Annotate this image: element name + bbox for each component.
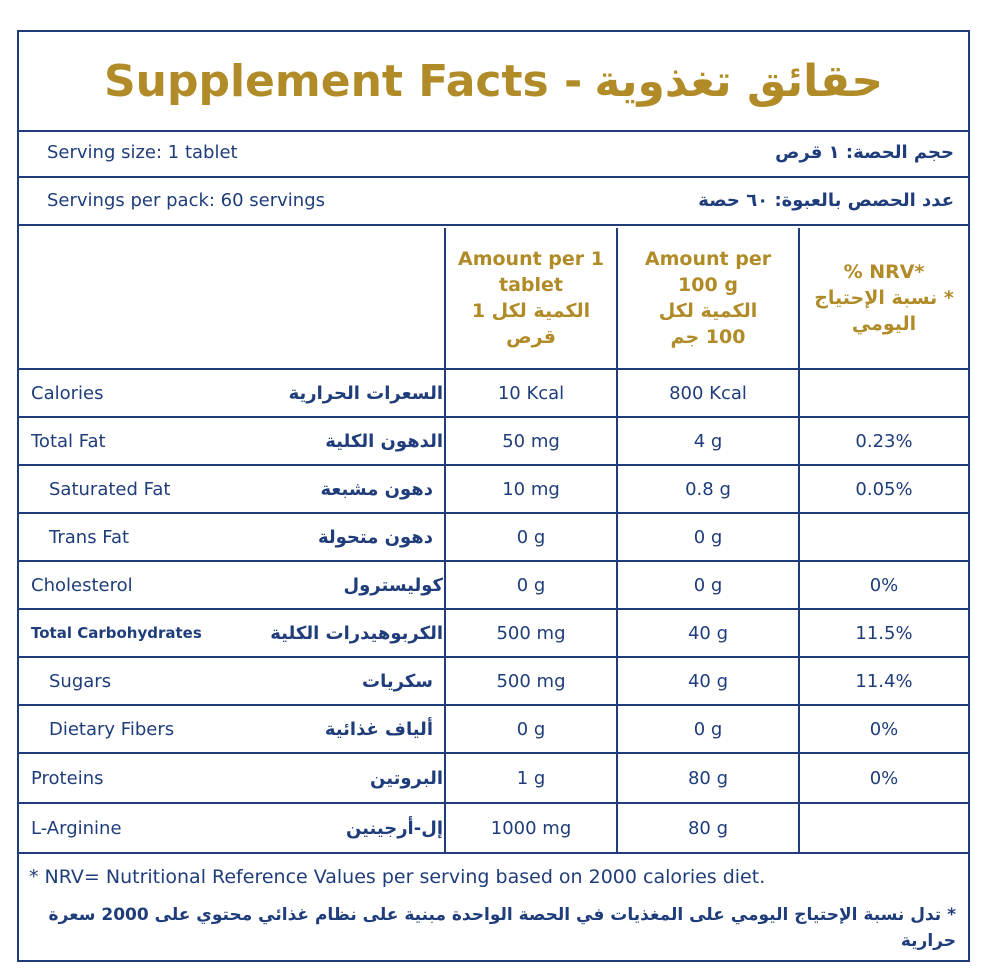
value-per-100g: 0 g <box>693 574 723 596</box>
table-row: Trans Fat دهون متحولة 0 g 0 g <box>19 514 968 562</box>
header-per-100g-english: Amount per 100 g <box>644 248 772 296</box>
value-nrv: 0% <box>869 767 899 789</box>
footnote-arabic: * تدل نسبة الإحتياج اليومي على المغذيات … <box>48 905 956 951</box>
column-divider <box>798 228 800 854</box>
header-nrv: % NRV* * نسبة الإحتياج اليومي <box>800 228 968 368</box>
value-per-100g: 0 g <box>693 526 723 548</box>
footnote-english: * NRV= Nutritional Reference Values per … <box>29 866 766 888</box>
value-per-tablet: 0 g <box>516 574 546 596</box>
nutrient-english: Cholesterol <box>31 574 133 596</box>
nutrient-arabic: إل-أرجينين <box>345 817 443 839</box>
table-row: Proteins البروتين 1 g 80 g 0% <box>19 754 968 804</box>
value-nrv: 0.05% <box>855 478 913 500</box>
value-per-100g: 0.8 g <box>685 478 731 500</box>
value-per-tablet: 10 Kcal <box>497 382 565 404</box>
value-nrv: 0% <box>869 574 899 596</box>
footnote: * NRV= Nutritional Reference Values per … <box>19 854 968 962</box>
nutrient-english: Total Fat <box>31 430 106 452</box>
serving-size-english: Serving size: 1 tablet <box>47 142 238 163</box>
nutrient-english: L-Arginine <box>31 817 122 839</box>
nutrient-arabic: دهون متحولة <box>317 526 433 548</box>
serving-size-row: Serving size: 1 tablet حجم الحصة: ١ قرص <box>19 130 968 178</box>
table-row: L-Arginine إل-أرجينين 1000 mg 80 g <box>19 804 968 854</box>
title: Supplement Facts - حقائق تغذوية <box>19 32 968 132</box>
value-nrv: 11.4% <box>855 670 913 692</box>
value-per-100g: 800 Kcal <box>669 382 747 404</box>
value-per-tablet: 0 g <box>516 526 546 548</box>
supplement-facts-panel: Supplement Facts - حقائق تغذوية Serving … <box>17 30 970 962</box>
value-nrv <box>800 514 968 560</box>
nutrient-arabic: السعرات الحرارية <box>288 382 443 404</box>
value-per-100g: 80 g <box>687 817 729 839</box>
value-nrv: 11.5% <box>855 622 913 644</box>
value-per-tablet: 50 mg <box>502 430 560 452</box>
header-per-tablet-arabic: الكمية لكل 1 قرص <box>471 300 591 348</box>
servings-per-pack-row: Servings per pack: 60 servings عدد الحصص… <box>19 178 968 226</box>
table-row: Sugars سكريات 500 mg 40 g 11.4% <box>19 658 968 706</box>
value-per-100g: 0 g <box>693 718 723 740</box>
nutrient-english: Saturated Fat <box>49 478 171 500</box>
column-divider <box>444 228 446 854</box>
nutrient-arabic: سكريات <box>362 670 433 692</box>
table-row: Cholesterol كوليسترول 0 g 0 g 0% <box>19 562 968 610</box>
header-per-tablet: Amount per 1 tablet الكمية لكل 1 قرص <box>446 228 616 368</box>
nutrient-arabic: الكربوهيدرات الكلية <box>270 622 443 644</box>
value-per-tablet: 1 g <box>516 767 546 789</box>
table-header: Amount per 1 tablet الكمية لكل 1 قرص Amo… <box>19 228 968 370</box>
value-nrv: 0.23% <box>855 430 913 452</box>
value-per-tablet: 500 mg <box>496 670 566 692</box>
nutrient-arabic: الدهون الكلية <box>325 430 443 452</box>
table-row: Dietary Fibers ألياف غذائية 0 g 0 g 0% <box>19 706 968 754</box>
nutrient-english: Trans Fat <box>49 526 130 548</box>
value-per-tablet: 500 mg <box>496 622 566 644</box>
nutrient-english: Total Carbohydrates <box>31 624 202 642</box>
value-nrv: 0% <box>869 718 899 740</box>
nutrient-english: Proteins <box>31 767 104 789</box>
nutrient-english: Calories <box>31 382 104 404</box>
nutrient-arabic: كوليسترول <box>343 574 443 596</box>
value-nrv <box>800 804 968 852</box>
table-row: Calories السعرات الحرارية 10 Kcal 800 Kc… <box>19 370 968 418</box>
header-nrv-english: % NRV* <box>843 261 925 283</box>
header-per-100g-arabic: الكمية لكل 100 جم <box>658 300 758 348</box>
table-row: Saturated Fat دهون مشبعة 10 mg 0.8 g 0.0… <box>19 466 968 514</box>
header-nrv-arabic: * نسبة الإحتياج اليومي <box>814 287 954 335</box>
nutrient-english: Sugars <box>49 670 112 692</box>
value-per-tablet: 1000 mg <box>490 817 572 839</box>
title-english: Supplement Facts - <box>103 55 583 107</box>
value-nrv <box>800 370 968 416</box>
value-per-tablet: 10 mg <box>502 478 560 500</box>
value-per-100g: 4 g <box>693 430 723 452</box>
servings-per-pack-english: Servings per pack: 60 servings <box>47 190 326 211</box>
servings-per-pack-arabic: عدد الحصص بالعبوة: ٦٠ حصة <box>698 190 954 211</box>
nutrient-arabic: البروتين <box>370 767 443 789</box>
serving-size-arabic: حجم الحصة: ١ قرص <box>775 142 954 163</box>
nutrient-english: Dietary Fibers <box>49 718 175 740</box>
header-per-100g: Amount per 100 g الكمية لكل 100 جم <box>618 228 798 368</box>
value-per-100g: 80 g <box>687 767 729 789</box>
column-divider <box>616 228 618 854</box>
title-arabic: حقائق تغذوية <box>594 55 884 107</box>
table-row: Total Carbohydrates الكربوهيدرات الكلية … <box>19 610 968 658</box>
value-per-100g: 40 g <box>687 622 729 644</box>
nutrient-arabic: دهون مشبعة <box>320 478 433 500</box>
table-row: Total Fat الدهون الكلية 50 mg 4 g 0.23% <box>19 418 968 466</box>
header-per-tablet-english: Amount per 1 tablet <box>458 248 604 296</box>
value-per-tablet: 0 g <box>516 718 546 740</box>
value-per-100g: 40 g <box>687 670 729 692</box>
nutrient-arabic: ألياف غذائية <box>324 718 433 740</box>
